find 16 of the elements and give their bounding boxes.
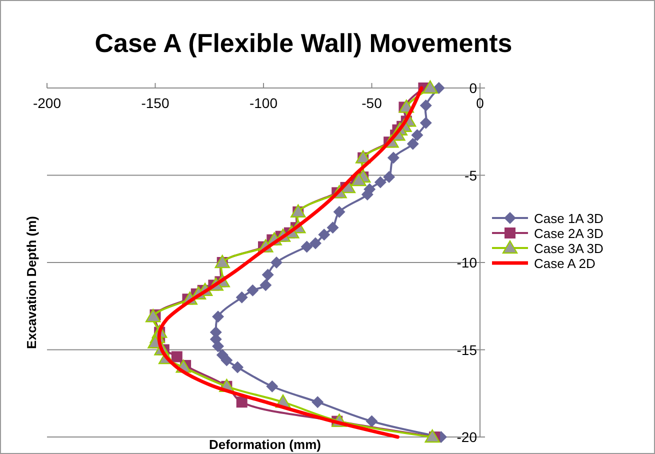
chart-title: Case A (Flexible Wall) Movements — [94, 28, 512, 58]
y-tick-label: -5 — [464, 167, 478, 184]
x-tick-label: -200 — [32, 95, 62, 111]
y-tick-label: -10 — [456, 254, 478, 270]
x-axis-title: Deformation (mm) — [209, 437, 321, 452]
x-tick-label: -50 — [362, 95, 382, 111]
x-tick-label: -100 — [249, 95, 278, 111]
y-tick-label: -20 — [456, 429, 478, 445]
y-tick-label: -15 — [456, 342, 478, 358]
legend-label: Case 3A 3D — [534, 241, 604, 256]
y-axis-title: Excavation Depth (m) — [24, 216, 39, 349]
y-tick-label: 0 — [469, 80, 478, 96]
x-tick-label: -150 — [141, 95, 170, 111]
legend-label: Case 1A 3D — [534, 211, 604, 226]
legend-label: Case 2A 3D — [534, 226, 604, 241]
legend-label: Case A 2D — [534, 256, 596, 271]
